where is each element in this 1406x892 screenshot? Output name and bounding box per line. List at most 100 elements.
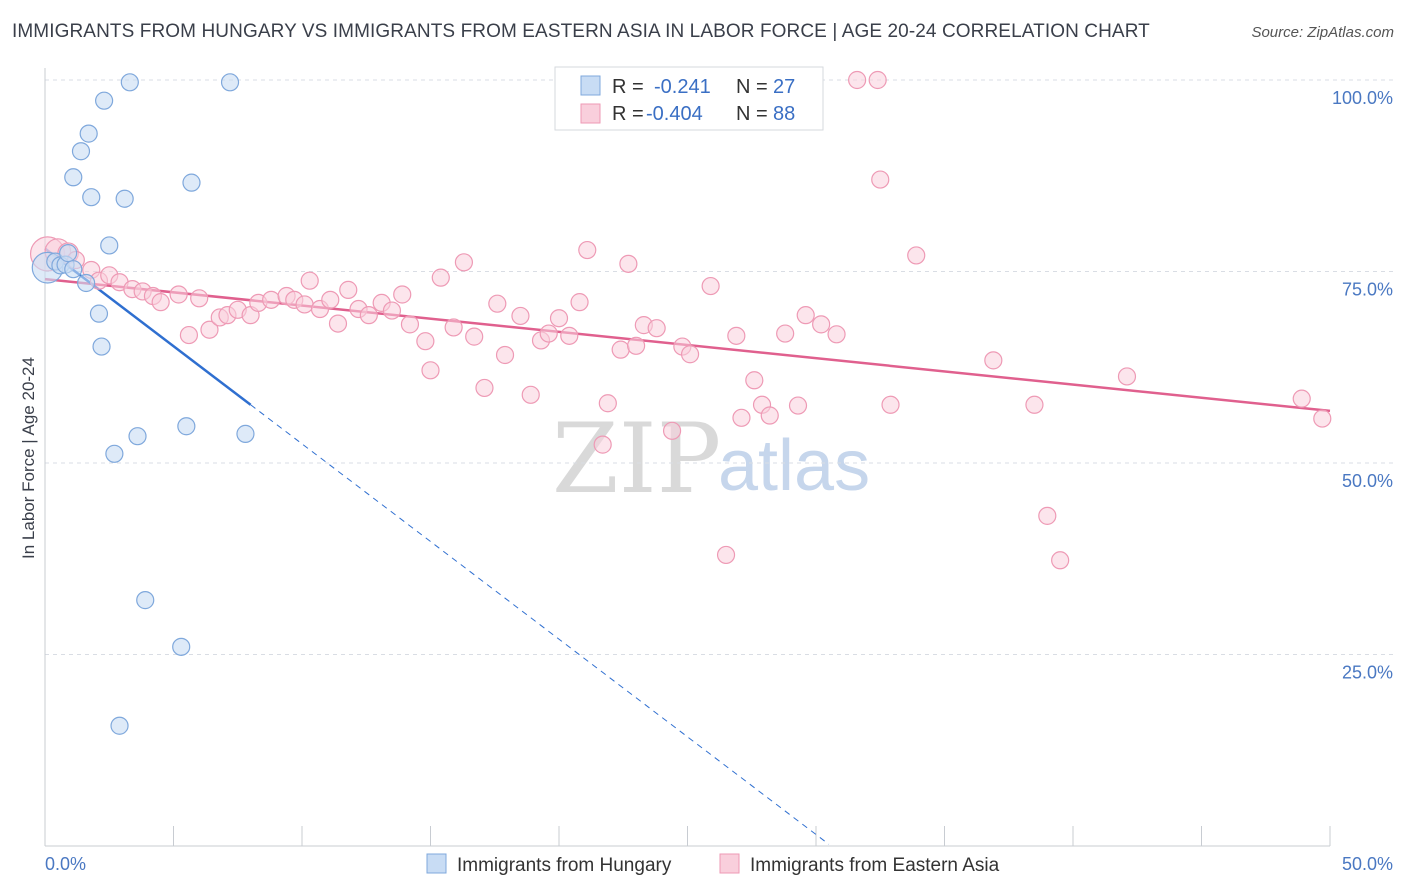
point-hungary [64, 260, 83, 279]
point-hungary [71, 142, 91, 161]
point-hungary [120, 73, 139, 92]
point-hungary [128, 427, 147, 446]
point-eastern-asia [716, 545, 736, 565]
point-eastern-asia [179, 325, 199, 345]
point-hungary [95, 91, 114, 110]
point-eastern-asia [151, 293, 170, 312]
point-hungary [172, 637, 191, 656]
point-eastern-asia [416, 332, 435, 351]
point-eastern-asia [1117, 367, 1137, 386]
point-hungary [220, 73, 240, 92]
stats-r-value: -0.241 [654, 76, 711, 98]
point-hungary [115, 189, 134, 208]
stats-n-label: N = [736, 76, 768, 98]
chart-title: IMMIGRANTS FROM HUNGARY VS IMMIGRANTS FR… [12, 21, 1150, 42]
point-eastern-asia [560, 326, 579, 345]
point-eastern-asia [454, 253, 474, 272]
point-eastern-asia [626, 336, 646, 355]
point-eastern-asia [421, 361, 440, 380]
y-tick-label: 25.0% [1342, 663, 1393, 683]
y-tick-label: 50.0% [1342, 471, 1393, 491]
point-hungary [59, 244, 78, 263]
point-eastern-asia [549, 309, 569, 328]
stats-r-value: -0.404 [646, 103, 703, 125]
gridlines [45, 79, 1395, 655]
point-eastern-asia [393, 285, 412, 304]
point-eastern-asia [907, 246, 926, 265]
point-eastern-asia [539, 324, 558, 343]
point-hungary [177, 417, 196, 436]
point-eastern-asia [760, 406, 779, 425]
point-eastern-asia [1025, 395, 1044, 414]
watermark: ZIP atlas [552, 403, 870, 515]
stats-swatch-hungary [580, 75, 601, 96]
stats-swatch-eastern-asia [580, 103, 601, 124]
point-eastern-asia [1292, 389, 1311, 408]
point-eastern-asia [662, 421, 682, 440]
watermark-zip: ZIP [552, 403, 721, 515]
y-tick-labels: 100.0% 75.0% 50.0% 25.0% [1332, 88, 1393, 683]
legend-label-eastern-asia: Immigrants from Eastern Asia [750, 855, 1000, 876]
series-eastern-asia-points [29, 70, 1332, 570]
source-credit: Source: ZipAtlas.com [1251, 24, 1394, 41]
point-eastern-asia [400, 315, 420, 334]
point-hungary [136, 591, 155, 610]
stats-n-value: 88 [773, 103, 795, 125]
legend-swatch-hungary [426, 853, 447, 874]
point-eastern-asia [475, 378, 494, 398]
point-eastern-asia [521, 385, 540, 404]
point-eastern-asia [200, 320, 219, 339]
point-hungary [64, 168, 83, 187]
point-hungary [236, 424, 255, 443]
point-eastern-asia [881, 395, 900, 414]
point-eastern-asia [190, 289, 209, 308]
point-eastern-asia [647, 319, 666, 338]
point-eastern-asia [321, 290, 340, 309]
legend-label-hungary: Immigrants from Hungary [457, 855, 672, 876]
point-hungary [82, 188, 101, 207]
point-eastern-asia [827, 325, 846, 344]
point-eastern-asia [732, 408, 751, 427]
point-eastern-asia [169, 285, 188, 304]
point-hungary [100, 236, 119, 255]
point-eastern-asia [812, 315, 831, 334]
point-eastern-asia [488, 294, 507, 313]
point-hungary [105, 444, 124, 463]
point-eastern-asia [295, 295, 314, 314]
point-eastern-asia [611, 340, 630, 359]
point-eastern-asia [328, 314, 348, 333]
point-eastern-asia [495, 345, 515, 365]
series-hungary-points [31, 73, 255, 735]
watermark-atlas: atlas [718, 426, 870, 506]
point-eastern-asia [680, 345, 700, 364]
trend-line-hungary-extension [250, 404, 830, 845]
stats-r-label: R = [612, 103, 644, 125]
point-eastern-asia [511, 306, 530, 326]
point-hungary [110, 716, 129, 735]
bottom-legend: Immigrants from Hungary Immigrants from … [426, 853, 1000, 876]
point-eastern-asia [984, 351, 1003, 370]
point-eastern-asia [465, 327, 484, 346]
x-tick-label: 50.0% [1342, 854, 1393, 874]
point-hungary [89, 304, 109, 323]
point-eastern-asia [300, 271, 319, 290]
point-hungary [77, 273, 96, 293]
point-eastern-asia [788, 396, 808, 415]
point-eastern-asia [570, 293, 589, 312]
point-eastern-asia [578, 240, 597, 260]
point-eastern-asia [796, 306, 815, 325]
point-eastern-asia [1051, 551, 1070, 570]
point-hungary [182, 173, 201, 192]
point-hungary [92, 337, 111, 356]
point-eastern-asia [1313, 409, 1332, 428]
point-eastern-asia [848, 70, 867, 90]
axes [44, 68, 1331, 847]
point-eastern-asia [598, 394, 617, 413]
point-eastern-asia [359, 306, 378, 325]
point-eastern-asia [444, 318, 463, 337]
y-axis-label: In Labor Force | Age 20-24 [19, 357, 38, 559]
point-hungary [79, 124, 98, 143]
stats-legend: R = -0.241 N = 27 R = -0.404 N = 88 [554, 66, 824, 131]
point-eastern-asia [871, 170, 890, 189]
